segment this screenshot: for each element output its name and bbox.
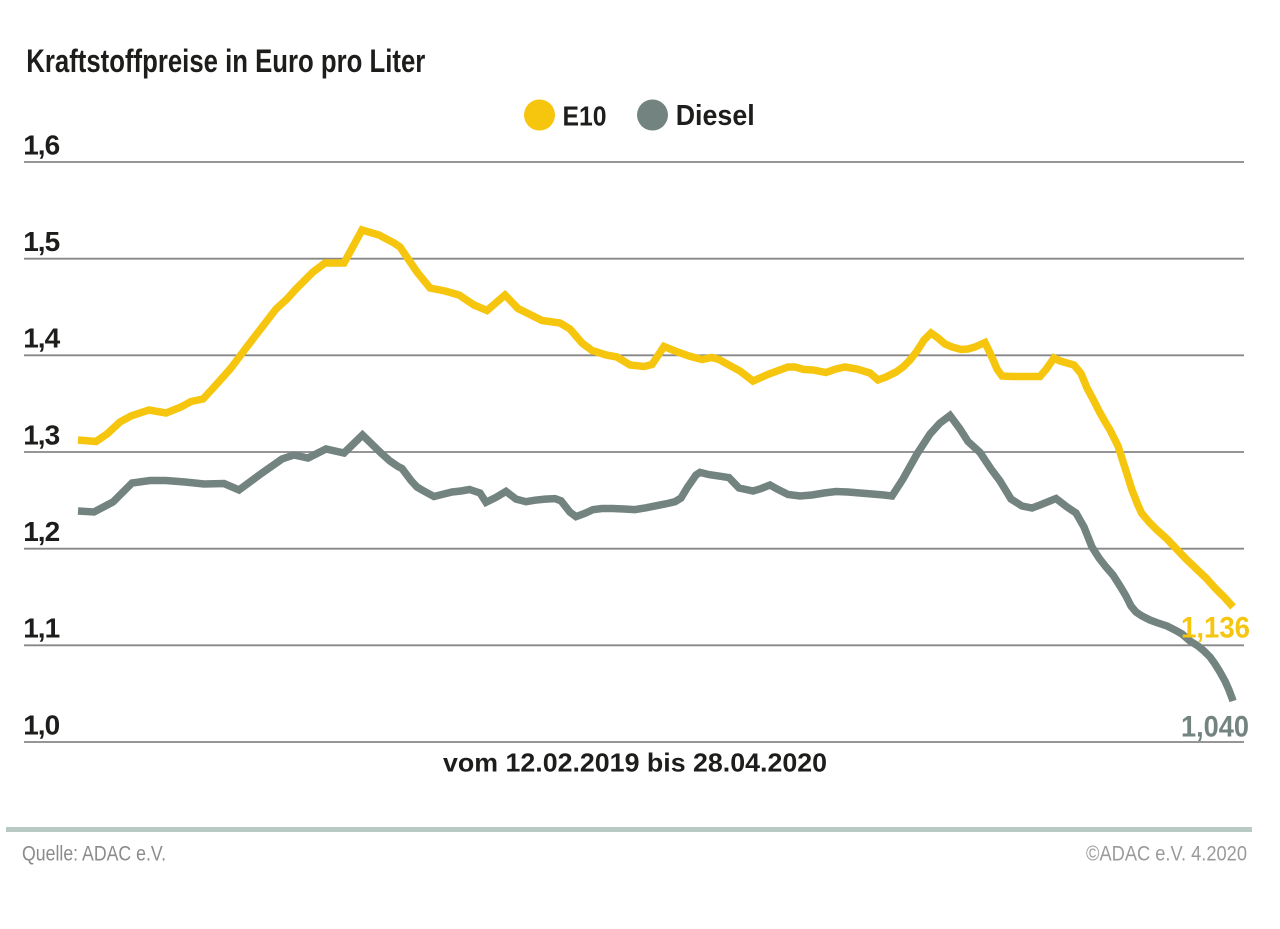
svg-text:Diesel: Diesel [676, 100, 755, 132]
svg-text:1,040: 1,040 [1181, 711, 1249, 744]
svg-text:1,0: 1,0 [23, 709, 60, 740]
svg-text:E10: E10 [563, 100, 607, 131]
svg-text:1,6: 1,6 [23, 129, 60, 160]
svg-text:1,3: 1,3 [23, 419, 60, 450]
svg-text:Quelle: ADAC e.V.: Quelle: ADAC e.V. [22, 843, 166, 866]
svg-text:1,136: 1,136 [1181, 612, 1250, 645]
svg-text:1,5: 1,5 [23, 226, 60, 257]
svg-text:1,4: 1,4 [23, 323, 60, 354]
svg-text:1,1: 1,1 [23, 613, 60, 644]
svg-text:vom 12.02.2019 bis 28.04.2020: vom 12.02.2019 bis 28.04.2020 [443, 748, 827, 778]
svg-text:1,2: 1,2 [23, 516, 60, 547]
svg-text:Kraftstoffpreise in Euro pro L: Kraftstoffpreise in Euro pro Liter [26, 43, 425, 79]
svg-text:©ADAC e.V. 4.2020: ©ADAC e.V. 4.2020 [1086, 842, 1247, 865]
